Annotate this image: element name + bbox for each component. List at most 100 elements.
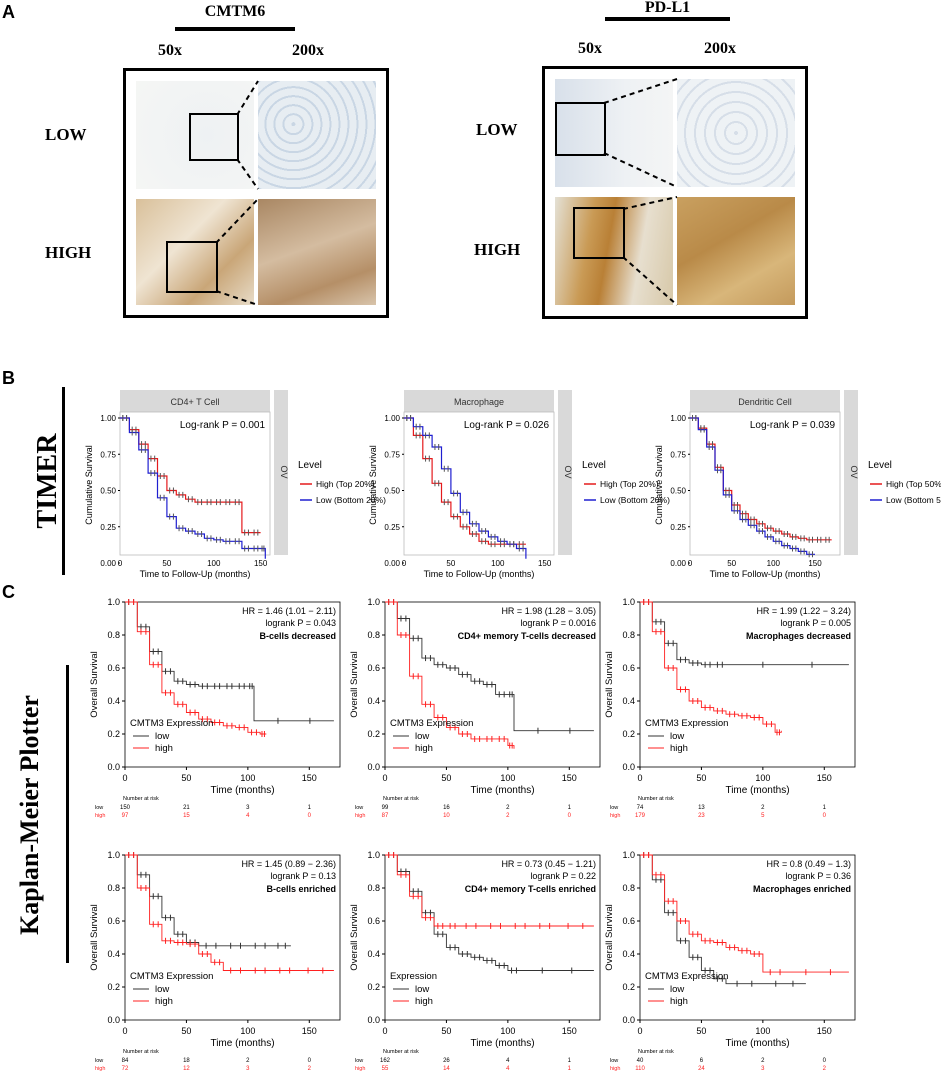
- km-risk-low-count: 2: [761, 1058, 765, 1064]
- km-logrank: logrank P = 0.043: [265, 618, 336, 628]
- pdl1-ihc-frame: [542, 66, 808, 319]
- km-risk-low-count: 0: [823, 1058, 827, 1064]
- km-xtick-label: 150: [817, 773, 832, 783]
- km-risk-high-count: 72: [122, 1066, 129, 1072]
- pdl1-mag-50x: 50x: [578, 40, 602, 57]
- pdl1-high-zoom-box: [573, 207, 625, 259]
- km-risk-title: Number at risk: [383, 1049, 419, 1055]
- km-xtick-label: 0: [382, 1026, 387, 1036]
- km-ytick-label: 0.0: [107, 1015, 120, 1025]
- km-ytick-label: 0.6: [367, 663, 380, 673]
- timer-strip: [120, 390, 270, 412]
- km-xlabel: Time (months): [470, 1038, 534, 1049]
- timer-ytick-label: 0.50: [384, 487, 400, 496]
- pdl1-high-200x-image: [677, 197, 795, 305]
- timer-xtick-label: 100: [491, 559, 505, 568]
- pdl1-mag-200x: 200x: [704, 40, 736, 57]
- timer-xlabel: Time to Follow-Up (months): [424, 569, 535, 579]
- timer-ytick-label: 0.50: [670, 487, 686, 496]
- pdl1-header-bar: [605, 17, 730, 21]
- km-ytick-label: 0.0: [367, 1015, 380, 1025]
- cmtm6-mag-50x: 50x: [158, 42, 182, 59]
- km-side-bar: [66, 665, 69, 963]
- timer-ytick-label: 1.00: [100, 414, 116, 423]
- km-ytick-label: 0.6: [367, 916, 380, 926]
- km-legend-low: low: [415, 731, 429, 742]
- km-series-line: [125, 601, 334, 722]
- km-ytick-label: 0.2: [367, 729, 380, 739]
- km-risk-high-count: 0: [823, 813, 827, 819]
- timer-ytick-label: 0.25: [384, 523, 400, 532]
- km-risk-high-count: 179: [635, 813, 646, 819]
- km-logrank: logrank P = 0.005: [780, 618, 851, 628]
- km-legend-title: CMTM3 Expression: [130, 718, 213, 729]
- km-risk-low-count: 13: [698, 805, 705, 811]
- pdl1-row-high-label: HIGH: [474, 240, 521, 259]
- timer-legend-low: Low (Bottom 20%): [316, 495, 386, 505]
- km-risk-row-high-label: high: [610, 1066, 620, 1072]
- timer-legend-title: Level: [582, 460, 606, 471]
- km-risk-high-count: 24: [698, 1066, 705, 1072]
- km-xtick-label: 50: [181, 1026, 191, 1036]
- timer-legend-high: High (Top 20%): [316, 479, 375, 489]
- km-xlabel: Time (months): [725, 785, 789, 796]
- km-plot-area: [639, 601, 856, 768]
- timer-plot-2: Macrophage OV 0.00 0.25 0.50 0.75 1.00 0 50 100 15…: [368, 390, 670, 579]
- km-risk-high-count: 5: [761, 813, 765, 819]
- km-plot-area: [384, 601, 601, 768]
- timer-xtick-label: 100: [767, 559, 781, 568]
- timer-ov-label: OV: [563, 465, 573, 478]
- km-risk-high-count: 2: [823, 1066, 827, 1072]
- km-ytick-label: 0.4: [367, 696, 380, 706]
- km-subset: B-cells decreased: [259, 631, 336, 641]
- timer-ytick-label: 0.75: [100, 450, 116, 459]
- timer-ytick-label: 0.25: [100, 523, 116, 532]
- pdl1-low-50x-image: [555, 79, 673, 187]
- km-ytick-label: 0.4: [107, 949, 120, 959]
- km-series-line: [640, 601, 782, 733]
- timer-strip: [690, 390, 840, 412]
- km-risk-row-high-label: high: [95, 1066, 105, 1072]
- timer-series-line: [120, 417, 266, 559]
- pdl1-low-200x-image: [677, 79, 795, 187]
- km-risk-low-count: 26: [443, 1058, 450, 1064]
- km-risk-high-count: 4: [246, 813, 250, 819]
- km-plot-6: 0.0 0.2 0.4 0.6 0.8 1.0 0 50 100 150 Overall Survi…: [604, 850, 856, 1072]
- km-xtick-label: 100: [755, 1026, 770, 1036]
- km-xtick-label: 0: [637, 773, 642, 783]
- km-risk-high-count: 87: [382, 813, 389, 819]
- km-ytick-label: 0.4: [622, 949, 635, 959]
- cmtm6-high-zoom-box: [166, 241, 218, 293]
- timer-xtick-label: 0: [402, 559, 407, 568]
- km-ylabel: Overall Survival: [349, 904, 360, 971]
- km-risk-high-count: 14: [443, 1066, 450, 1072]
- timer-xlabel: Time to Follow-Up (months): [140, 569, 251, 579]
- km-risk-row-low-label: low: [95, 1058, 103, 1064]
- km-series-line: [125, 854, 334, 971]
- km-risk-title: Number at risk: [383, 796, 419, 802]
- km-logrank: logrank P = 0.36: [785, 871, 851, 881]
- km-logrank: logrank P = 0.22: [530, 871, 596, 881]
- timer-plot-3: Dendritic Cell OV 0.00 0.25 0.50 0.75 1.00 0 50 1…: [654, 390, 941, 579]
- km-xtick-label: 150: [302, 1026, 317, 1036]
- cmtm6-low-200x-image: [258, 81, 376, 189]
- km-xtick-label: 100: [500, 1026, 515, 1036]
- km-risk-row-high-label: high: [355, 813, 365, 819]
- km-subset: Macrophages decreased: [746, 631, 851, 641]
- timer-xtick-label: 0: [118, 559, 123, 568]
- timer-ytick-label: 0.00: [100, 559, 116, 568]
- km-risk-high-count: 0: [308, 813, 312, 819]
- timer-legend-title: Level: [298, 460, 322, 471]
- km-risk-low-count: 150: [120, 805, 131, 811]
- timer-side-bar: [62, 387, 65, 575]
- km-plot-4: 0.0 0.2 0.4 0.6 0.8 1.0 0 50 100 150 Overall Survi…: [89, 850, 341, 1072]
- km-ytick-label: 1.0: [622, 850, 635, 860]
- km-risk-high-count: 0: [568, 813, 572, 819]
- km-legend-high: high: [415, 996, 433, 1007]
- km-risk-high-count: 2: [308, 1066, 312, 1072]
- cmtm6-mag-200x: 200x: [292, 42, 324, 59]
- km-risk-low-count: 16: [443, 805, 450, 811]
- km-legend-title: CMTM3 Expression: [390, 718, 473, 729]
